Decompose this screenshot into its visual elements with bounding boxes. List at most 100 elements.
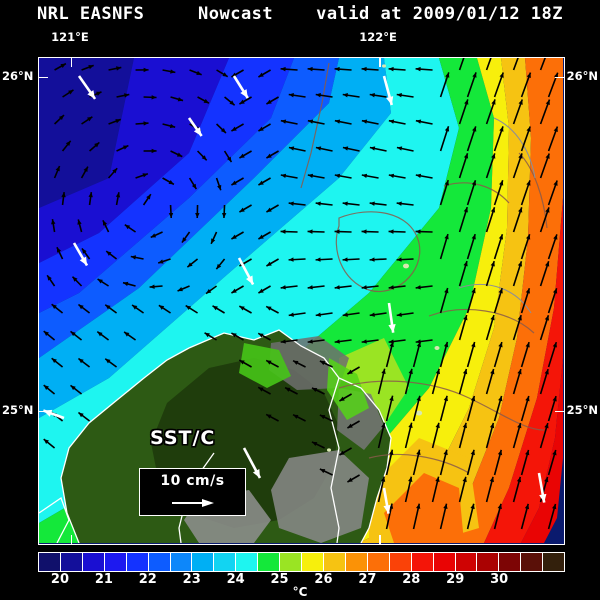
colorbar-tick-26: 26 (314, 572, 333, 587)
current-vector (439, 233, 449, 260)
current-vector (485, 476, 494, 503)
sst-band-20.2 (39, 58, 134, 208)
current-vector (547, 449, 557, 476)
current-vector (547, 180, 558, 206)
current-vector (415, 173, 433, 179)
current-vector (216, 123, 227, 134)
lowland-patch (239, 343, 291, 388)
current-vector (361, 173, 379, 179)
current-vector (170, 96, 184, 102)
current-vector (215, 258, 226, 270)
current-vector (466, 503, 475, 530)
sst-patch (384, 473, 464, 543)
current-vector (520, 234, 531, 260)
lat-tick (555, 76, 564, 79)
current-vector (56, 246, 64, 260)
current-vector (334, 66, 352, 72)
colorbar-swatch-13 (323, 553, 346, 571)
current-vector (311, 387, 325, 395)
current-vector (149, 284, 163, 289)
lat-tick (555, 410, 564, 413)
colorbar-swatch-23 (543, 553, 565, 571)
current-vector (77, 303, 91, 314)
current-vector (231, 123, 244, 132)
lat-label-left-25n: 25°N (2, 402, 34, 417)
current-vector (232, 75, 249, 99)
current-vector (89, 141, 100, 152)
coastline (328, 377, 340, 543)
current-vector (493, 126, 504, 152)
current-vector (361, 339, 379, 344)
current-vector (512, 153, 523, 179)
current-vector (466, 233, 476, 260)
colorbar-tick-25: 25 (270, 572, 289, 587)
current-vector (108, 118, 121, 125)
isobath-contour (458, 284, 532, 314)
current-vector (547, 126, 559, 152)
current-vector (439, 125, 450, 152)
vector-scale-arrow-icon (171, 499, 214, 507)
current-vector (231, 285, 244, 294)
current-vector (150, 231, 163, 239)
sst-band-28 (484, 198, 563, 543)
current-vector (284, 386, 298, 395)
current-vector (493, 503, 502, 530)
isobath-contour (338, 380, 545, 431)
current-vector (237, 257, 255, 286)
current-vector (466, 179, 477, 206)
current-vector (485, 153, 496, 179)
colorbar (38, 552, 565, 572)
current-vector (142, 193, 152, 206)
current-vector (102, 219, 110, 233)
current-vector (265, 413, 279, 422)
current-vector (334, 119, 352, 125)
current-vector (195, 204, 200, 219)
current-vector (315, 201, 333, 206)
current-vector (81, 116, 93, 125)
current-vector (539, 207, 550, 233)
current-vector (493, 233, 504, 260)
sst-band-27.2 (439, 58, 563, 543)
current-vector (51, 357, 64, 368)
island (327, 448, 331, 452)
current-vector (458, 314, 468, 341)
sst-map-panel[interactable] (38, 57, 565, 545)
colorbar-swatch-10 (258, 553, 281, 571)
current-vector (512, 314, 522, 341)
sst-band-28.6 (521, 358, 563, 543)
current-vector (458, 99, 469, 125)
colorbar-tick-27: 27 (358, 572, 377, 587)
current-vector (385, 395, 394, 422)
colorbar-swatch-20 (477, 553, 500, 571)
current-vector (224, 96, 236, 106)
current-vector (215, 177, 222, 191)
current-vector (334, 173, 352, 179)
current-vector (315, 93, 333, 98)
current-vector (185, 304, 198, 314)
current-vector (361, 66, 379, 72)
current-vector (385, 449, 394, 476)
current-vector (307, 173, 325, 179)
colorbar-tick-28: 28 (402, 572, 421, 587)
current-vector (512, 99, 524, 125)
colorbar-swatch-19 (455, 553, 478, 571)
current-vector (512, 207, 523, 233)
current-vector (512, 368, 522, 395)
colorbar-swatch-6 (170, 553, 193, 571)
colorbar-swatch-11 (280, 553, 303, 571)
current-vector (547, 341, 558, 368)
colorbar-swatch-5 (148, 553, 171, 571)
current-vector (204, 332, 217, 341)
coastline (39, 496, 70, 543)
current-vector (124, 224, 137, 233)
current-vector (369, 257, 387, 262)
current-vector (493, 287, 503, 314)
current-vector (512, 260, 523, 287)
colorbar-tick-21: 21 (94, 572, 113, 587)
island (415, 410, 423, 416)
current-vector (54, 62, 67, 71)
current-vector (334, 285, 352, 290)
current-vector (62, 89, 74, 98)
current-vector (512, 422, 522, 449)
current-vector (170, 150, 183, 158)
